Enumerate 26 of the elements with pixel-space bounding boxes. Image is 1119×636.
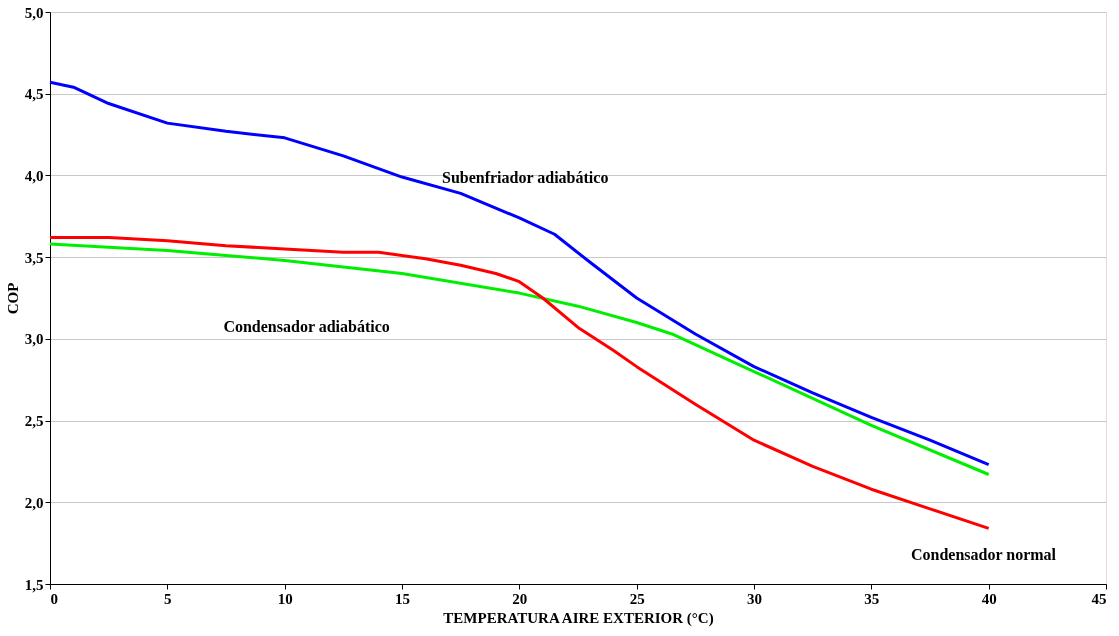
x-tick-label: 5 (164, 590, 172, 607)
y-tick-label: 1,5 (24, 576, 44, 593)
line-series (48, 236, 991, 530)
y-tick-label: 3,5 (24, 249, 44, 266)
x-tick-label: 20 (512, 590, 528, 607)
y-tick-label: 4,0 (24, 167, 44, 184)
y-tick-label: 3,0 (24, 331, 44, 348)
x-tick-label: 30 (747, 590, 762, 607)
x-tick-label: 45 (1091, 590, 1107, 607)
y-tick-label: 2,5 (24, 413, 44, 430)
y-axis-title: COP (4, 282, 21, 315)
y-tick-label: 2,0 (24, 494, 44, 511)
line-series (48, 242, 991, 476)
x-tick-label: 10 (277, 590, 293, 607)
x-axis-title: TEMPERATURA AIRE EXTERIOR (°C) (443, 609, 714, 627)
x-tick-label: 35 (864, 590, 880, 607)
x-tick-label: 15 (395, 590, 410, 607)
series-label: Condensador normal (910, 545, 1057, 563)
y-tick-label: 4,5 (24, 86, 44, 103)
series-label: Subenfriador adiabático (442, 168, 609, 186)
line-series (48, 80, 991, 467)
text: Condensador adiabático (223, 318, 390, 336)
x-tick-label: 40 (981, 590, 997, 607)
x-tick-label: 0 (50, 590, 58, 607)
x-tick-label: 25 (629, 590, 645, 607)
y-tick-label: 5,0 (24, 4, 44, 21)
